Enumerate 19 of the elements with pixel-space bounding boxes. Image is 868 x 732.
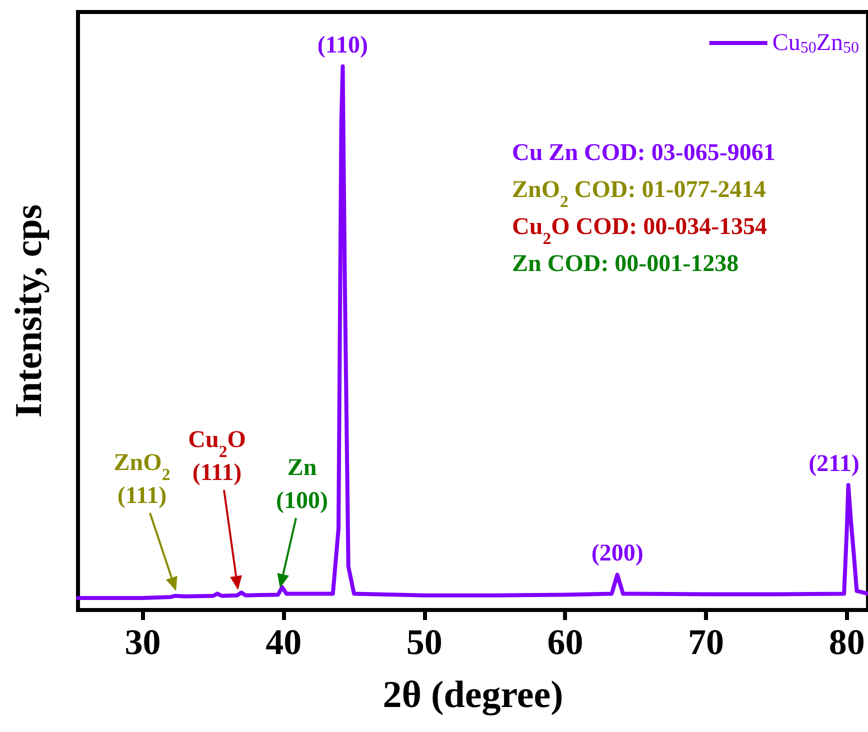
annotation: Cu$_{2}$O COD: 00-034-1354	[512, 214, 768, 248]
x-tick-label: 80	[828, 622, 865, 662]
x-tick-label: 70	[688, 622, 724, 662]
x-tick-label: 60	[547, 622, 584, 662]
annotation: Cu$_{2}$O (111)	[188, 427, 246, 486]
legend-label: Cu50Zn50	[772, 30, 859, 56]
x-tick-label: 50	[406, 622, 442, 662]
x-tick-label: 30	[124, 622, 161, 662]
annotation: ZnO$_{2}$ (111)	[114, 450, 170, 509]
annotation: (110)	[317, 32, 368, 58]
annotation: ZnO$_{2}$ COD: 01-077-2414	[512, 177, 766, 210]
x-tick-label: 40	[266, 622, 302, 662]
annotation: Cu Zn COD: 03-065-9061	[512, 140, 776, 166]
annotation: (211)	[808, 450, 860, 477]
x-axis-title: 2θ (degree)	[382, 674, 564, 716]
annotation: Zn COD: 00-001-1238	[512, 251, 739, 277]
annotation: Zn (100)	[276, 455, 328, 514]
y-axis-title: Intensity, cps	[8, 204, 50, 418]
annotation: (200)	[591, 540, 644, 567]
